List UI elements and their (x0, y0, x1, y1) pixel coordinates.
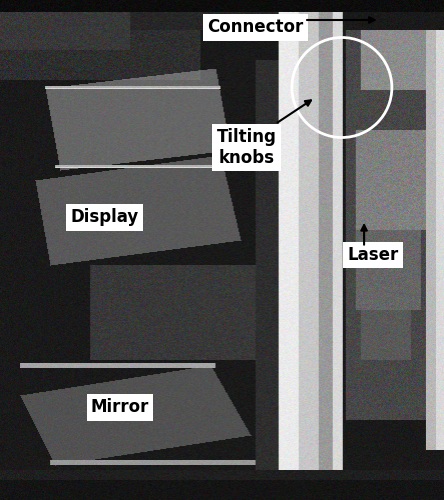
Text: Tilting
knobs: Tilting knobs (217, 128, 276, 167)
Text: Laser: Laser (347, 246, 399, 264)
Text: Mirror: Mirror (91, 398, 149, 416)
Text: Display: Display (70, 208, 139, 226)
Text: Connector: Connector (207, 18, 303, 36)
